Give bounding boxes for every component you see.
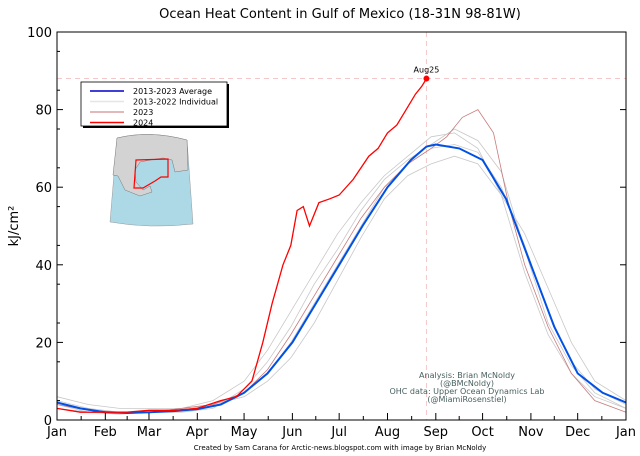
x-tick-label: Sep [424, 425, 449, 440]
y-tick-label: 60 [35, 181, 52, 196]
gulf-of-mexico-map-inset [109, 134, 194, 227]
y-axis-label: kJ/cm² [7, 206, 22, 247]
series-line-2023 [56, 109, 627, 413]
annotation-data-source: OHC data: Upper Ocean Dynamics Lab [389, 387, 544, 396]
x-tick-label: Nov [518, 425, 544, 440]
x-tick-label: Dec [565, 425, 590, 440]
x-tick-label: Oct [471, 425, 493, 440]
x-tick-label: Jan [615, 425, 636, 440]
x-tick-label: Feb [94, 425, 117, 440]
peak-annotation-label: Aug25 [414, 66, 440, 75]
x-tick-label: May [231, 425, 258, 440]
x-tick-label: Mar [137, 425, 162, 440]
annotation-analysis: Analysis: Brian McNoldy [419, 371, 515, 380]
chart-title: Ocean Heat Content in Gulf of Mexico (18… [159, 7, 521, 22]
series-line-2013-2022-individual [56, 155, 627, 409]
plot-frame [56, 31, 627, 421]
footer-credit: Created by Sam Carana for Arctic-news.bl… [194, 444, 487, 452]
legend-label: 2013-2023 Average [133, 87, 212, 96]
x-tick-label: Aug [375, 425, 400, 440]
legend-label: 2024 [133, 119, 153, 128]
y-tick-label: 20 [35, 336, 52, 351]
annotation-analysis-handle: (@BMcNoldy) [440, 379, 494, 388]
peak-marker [423, 75, 430, 82]
legend-label: 2013-2022 Individual [133, 98, 218, 107]
y-tick-label: 40 [35, 259, 52, 274]
y-tick-label: 100 [27, 26, 52, 41]
y-tick-label: 80 [35, 104, 52, 119]
series-line-2013-2023-average [56, 143, 627, 415]
x-tick-label: Jun [281, 425, 302, 440]
legend-label: 2023 [133, 108, 153, 117]
x-tick-label: Jul [330, 425, 347, 440]
x-tick-label: Apr [186, 425, 209, 440]
series-line-2024 [56, 78, 428, 413]
annotation-data-source-handle: (@MiamiRosenstiel) [427, 395, 506, 404]
y-tick-label: 0 [44, 414, 52, 429]
x-tick-label: Jan [46, 425, 67, 440]
